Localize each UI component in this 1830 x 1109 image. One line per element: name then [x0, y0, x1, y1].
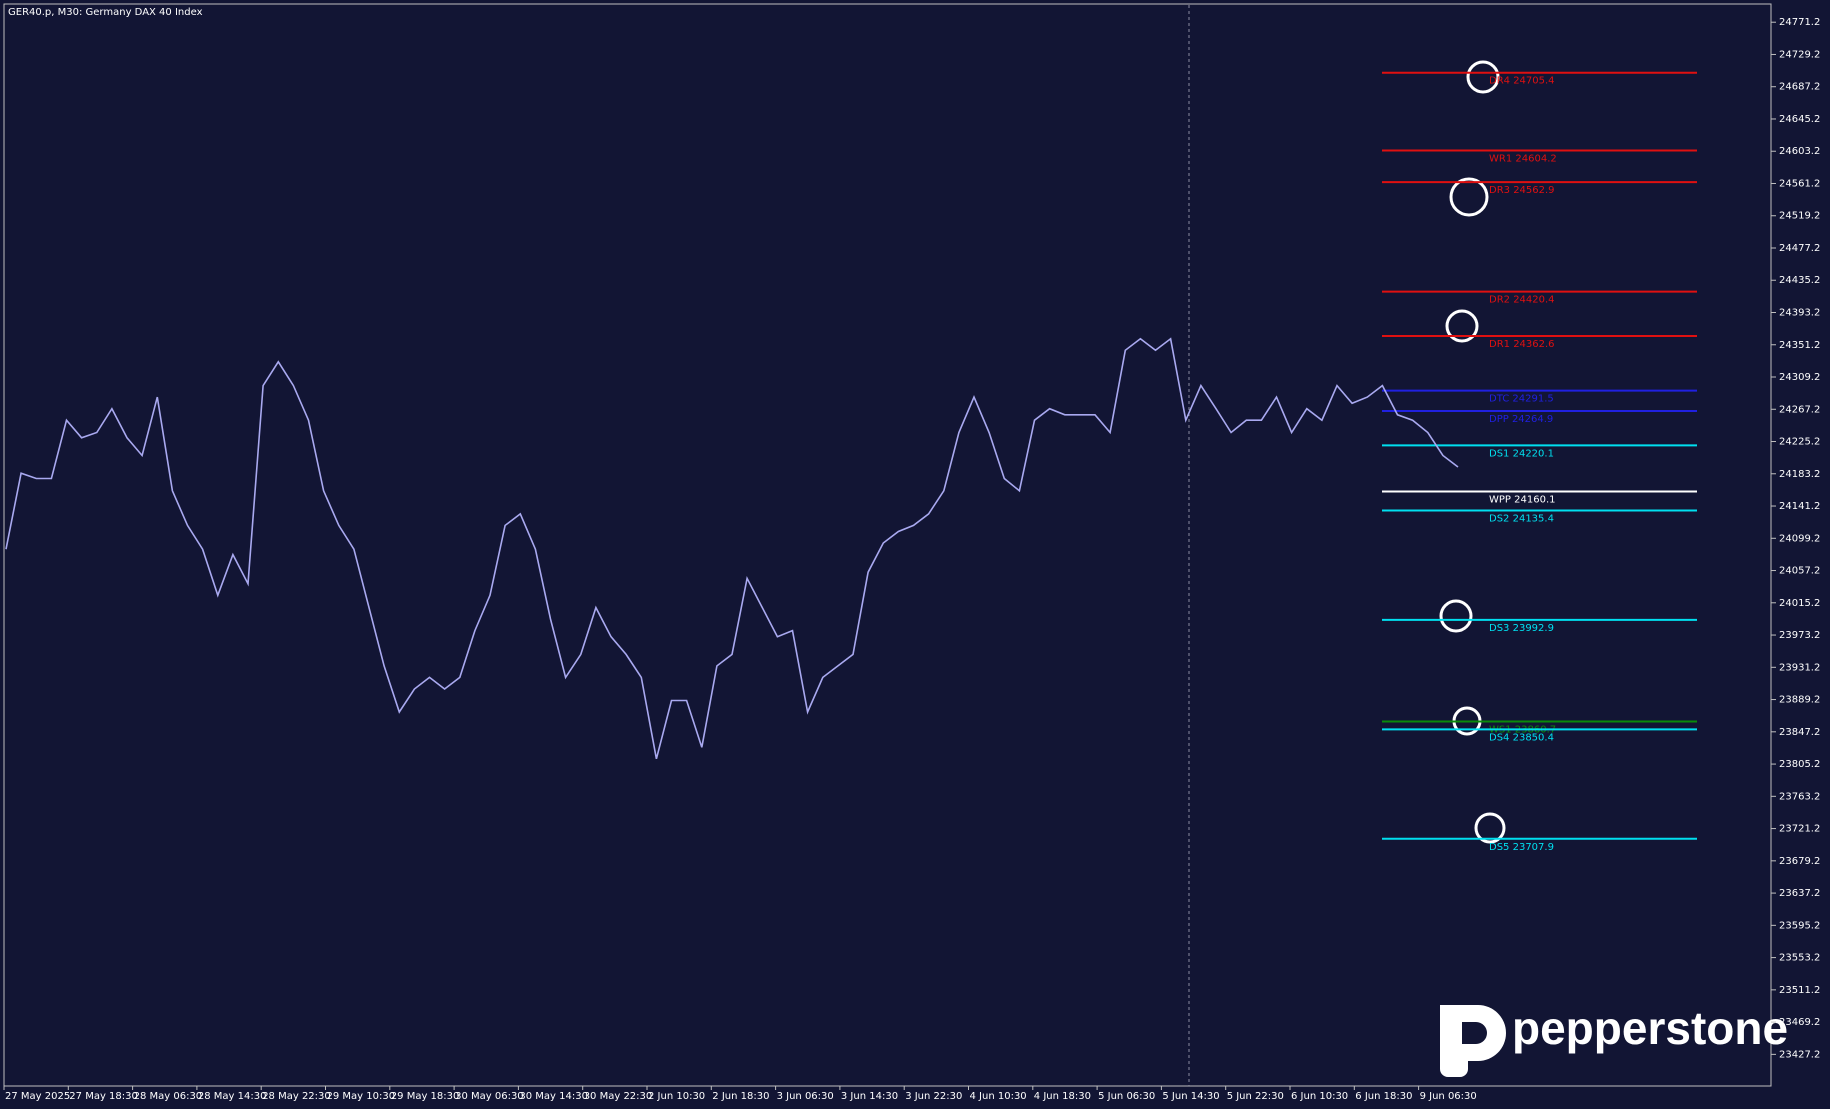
- y-tick-label: 23469.2: [1779, 1017, 1820, 1028]
- x-tick-label: 5 Jun 22:30: [1227, 1091, 1284, 1102]
- marker-circle: [1474, 812, 1506, 844]
- x-tick-label: 9 Jun 06:30: [1420, 1091, 1477, 1102]
- y-tick-label: 23847.2: [1779, 727, 1820, 738]
- y-tick-label: 24687.2: [1779, 82, 1820, 93]
- x-tick-label: 28 May 22:30: [262, 1091, 331, 1102]
- x-tick-label: 5 Jun 14:30: [1162, 1091, 1219, 1102]
- x-tick-label: 3 Jun 22:30: [905, 1091, 962, 1102]
- x-tick-label: 6 Jun 10:30: [1291, 1091, 1348, 1102]
- y-tick-label: 23931.2: [1779, 662, 1820, 673]
- x-tick-label: 28 May 14:30: [198, 1091, 267, 1102]
- y-tick-label: 24015.2: [1779, 598, 1820, 609]
- plot-frame: [3, 3, 1772, 1087]
- x-tick-label: 29 May 10:30: [327, 1091, 396, 1102]
- y-tick-label: 24141.2: [1779, 501, 1820, 512]
- y-tick-label: 23973.2: [1779, 630, 1820, 641]
- x-tick-label: 28 May 06:30: [134, 1091, 203, 1102]
- pivot-label: DR4 24705.4: [1489, 76, 1555, 87]
- pivot-label: DS5 23707.9: [1489, 842, 1554, 853]
- pivot-label: DR2 24420.4: [1489, 295, 1555, 306]
- pivot-label: WPP 24160.1: [1489, 495, 1555, 506]
- pivot-label: DR3 24562.9: [1489, 185, 1555, 196]
- y-tick-label: 23721.2: [1779, 824, 1820, 835]
- y-tick-label: 24729.2: [1779, 49, 1820, 60]
- y-tick-label: 23553.2: [1779, 953, 1820, 964]
- y-tick-label: 23595.2: [1779, 920, 1820, 931]
- pivot-label: DR1 24362.6: [1489, 339, 1555, 350]
- y-tick-label: 24099.2: [1779, 533, 1820, 544]
- marker-circle: [1449, 177, 1489, 217]
- y-tick-label: 24561.2: [1779, 178, 1820, 189]
- y-tick-label: 23637.2: [1779, 888, 1820, 899]
- y-tick-label: 24351.2: [1779, 340, 1820, 351]
- y-tick-label: 24267.2: [1779, 404, 1820, 415]
- x-tick-label: 5 Jun 06:30: [1098, 1091, 1155, 1102]
- y-tick-label: 24435.2: [1779, 275, 1820, 286]
- y-tick-label: 24519.2: [1779, 211, 1820, 222]
- logo: pepperstone: [1440, 1002, 1788, 1077]
- chart-title: GER40.p, M30: Germany DAX 40 Index: [8, 7, 203, 18]
- x-tick-label: 6 Jun 18:30: [1355, 1091, 1412, 1102]
- y-tick-label: 24183.2: [1779, 469, 1820, 480]
- y-tick-label: 23763.2: [1779, 791, 1820, 802]
- pivot-label: DS4 23850.4: [1489, 732, 1554, 743]
- y-tick-label: 24057.2: [1779, 566, 1820, 577]
- x-tick-label: 3 Jun 06:30: [777, 1091, 834, 1102]
- x-tick-label: 30 May 14:30: [519, 1091, 588, 1102]
- x-tick-label: 2 Jun 18:30: [712, 1091, 769, 1102]
- y-tick-label: 23511.2: [1779, 985, 1820, 996]
- y-tick-label: 23427.2: [1779, 1049, 1820, 1060]
- price-line: [5, 337, 1459, 760]
- pivot-label: DS2 24135.4: [1489, 513, 1554, 524]
- x-tick-label: 2 Jun 10:30: [648, 1091, 705, 1102]
- x-tick-label: 3 Jun 14:30: [841, 1091, 898, 1102]
- x-tick-label: 27 May 2025: [5, 1091, 70, 1102]
- markers: [1439, 60, 1506, 844]
- y-tick-label: 24393.2: [1779, 308, 1820, 319]
- marker-circle: [1466, 60, 1500, 94]
- x-tick-label: 27 May 18:30: [69, 1091, 138, 1102]
- pivot-label: DPP 24264.9: [1489, 414, 1553, 425]
- y-tick-label: 24477.2: [1779, 243, 1820, 254]
- logo-icon-hole: [1462, 1022, 1487, 1044]
- y-tick-label: 23679.2: [1779, 856, 1820, 867]
- pivot-label: DTC 24291.5: [1489, 394, 1554, 405]
- y-tick-label: 24645.2: [1779, 114, 1820, 125]
- x-tick-label: 4 Jun 18:30: [1034, 1091, 1091, 1102]
- x-tick-label: 29 May 18:30: [391, 1091, 460, 1102]
- x-tick-label: 4 Jun 10:30: [970, 1091, 1027, 1102]
- marker-circle: [1439, 599, 1473, 633]
- y-tick-label: 23889.2: [1779, 695, 1820, 706]
- pivot-label: WR1 24604.2: [1489, 153, 1557, 164]
- logo-text: pepperstone: [1512, 1002, 1788, 1054]
- y-tick-label: 24309.2: [1779, 372, 1820, 383]
- y-tick-label: 24225.2: [1779, 437, 1820, 448]
- x-tick-label: 30 May 22:30: [584, 1091, 653, 1102]
- y-tick-label: 24603.2: [1779, 146, 1820, 157]
- pivot-label: DS3 23992.9: [1489, 623, 1554, 634]
- x-tick-label: 30 May 06:30: [455, 1091, 524, 1102]
- y-tick-label: 23805.2: [1779, 759, 1820, 770]
- pivot-label: DS1 24220.1: [1489, 448, 1554, 459]
- marker-circle: [1445, 309, 1479, 343]
- y-tick-label: 24771.2: [1779, 17, 1820, 28]
